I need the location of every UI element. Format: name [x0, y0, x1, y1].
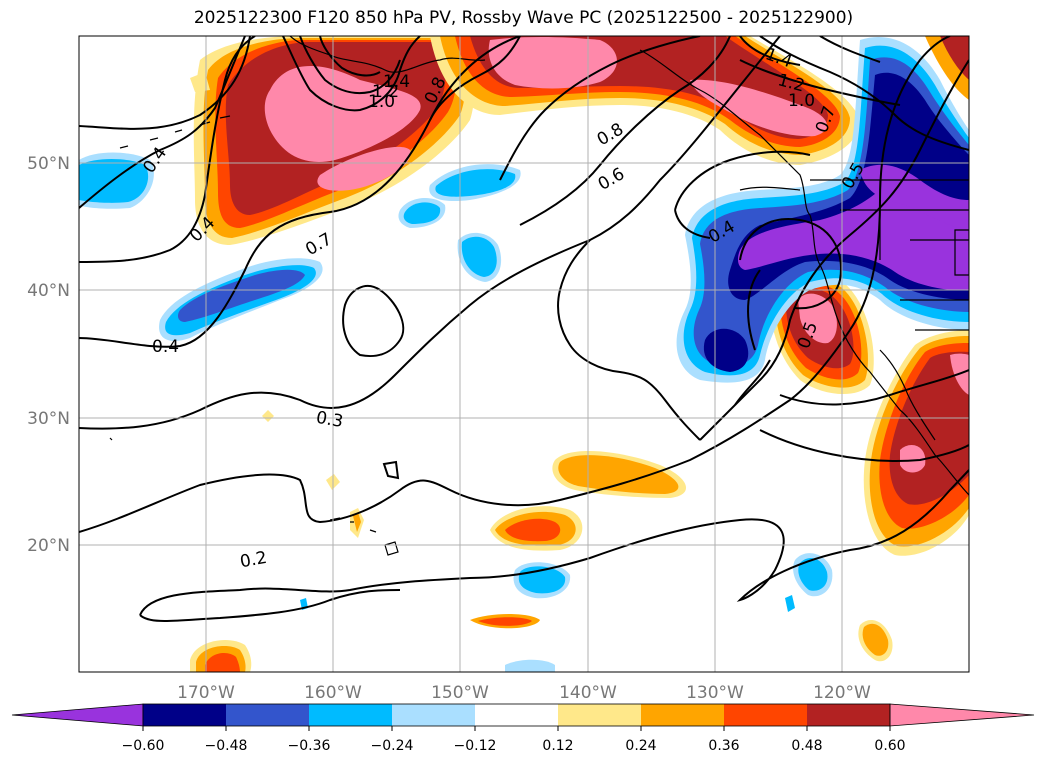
- contour-label: 1.0: [368, 92, 395, 112]
- contour-label: 0.2: [238, 548, 268, 572]
- colorbar: −0.60 −0.48 −0.36 −0.24 −0.12 0.12 0.24 0.36 0.4…: [11, 703, 1035, 754]
- colorbar-tick-label: 0.60: [874, 738, 905, 754]
- colorbar-extend-low: [11, 703, 144, 727]
- colorbar-tick-label: −0.60: [122, 738, 165, 754]
- colorbar-bin: [309, 704, 393, 726]
- colorbar-tick-label: −0.48: [205, 738, 248, 754]
- lat-label: 50°N: [27, 154, 70, 174]
- colorbar-bin: [143, 704, 227, 726]
- plot-area: 1.4 1.2 1.0 0.8 1.4 1.2 1.0 0.8 0.7 0.6 …: [79, 36, 969, 672]
- lat-label: 40°N: [27, 281, 70, 301]
- lon-label: 130°W: [686, 683, 744, 703]
- positive-anomaly-northeast-core: [940, 36, 969, 80]
- colorbar-bin: [475, 704, 559, 726]
- positive-anomaly-north-central: [430, 36, 860, 165]
- contour-label: 0.4: [152, 337, 179, 357]
- colorbar-outline: [142, 703, 891, 727]
- lon-label: 160°W: [304, 683, 362, 703]
- colorbar-tick-label: 0.12: [542, 738, 573, 754]
- colorbar-tick-label: 0.36: [708, 738, 739, 754]
- colorbar-tick-label: −0.36: [288, 738, 331, 754]
- latitude-labels: 50°N 40°N 30°N 20°N: [27, 154, 70, 556]
- contour-label: 0.3: [314, 408, 344, 432]
- colorbar-bin: [558, 704, 642, 726]
- colorbar-tick-label: 0.24: [625, 738, 656, 754]
- lon-label: 140°W: [559, 683, 617, 703]
- lon-label: 170°W: [177, 683, 235, 703]
- longitude-labels: 170°W 160°W 150°W 140°W 130°W 120°W: [177, 683, 871, 703]
- colorbar-bin: [807, 704, 891, 726]
- plot-frame: [78, 35, 970, 673]
- colorbar-bin: [724, 704, 808, 726]
- contour-label: 1.0: [788, 91, 815, 111]
- map-title: 2025122300 F120 850 hPa PV, Rossby Wave …: [193, 8, 854, 28]
- colorbar-bin: [226, 704, 310, 726]
- positive-anomaly-northwest: [193, 36, 475, 245]
- negative-anomaly-northwest: [79, 152, 833, 672]
- coastlines: [109, 36, 969, 556]
- lat-label: 20°N: [27, 536, 70, 556]
- colorbar-tick-label: −0.24: [371, 738, 414, 754]
- graticule: [79, 36, 969, 672]
- colorbar-tick-label: −0.12: [454, 738, 497, 754]
- lon-label: 150°W: [431, 683, 489, 703]
- pv-contours: [79, 36, 969, 622]
- colorbar-tick-label: 0.48: [791, 738, 822, 754]
- contour-label: 1.4: [383, 72, 410, 92]
- lon-label: 120°W: [813, 683, 871, 703]
- colorbar-extend-high: [889, 703, 1035, 727]
- colorbar-bin: [641, 704, 725, 726]
- contour-label: 1.2: [372, 82, 399, 102]
- lat-label: 30°N: [27, 409, 70, 429]
- colorbar-bin: [392, 704, 476, 726]
